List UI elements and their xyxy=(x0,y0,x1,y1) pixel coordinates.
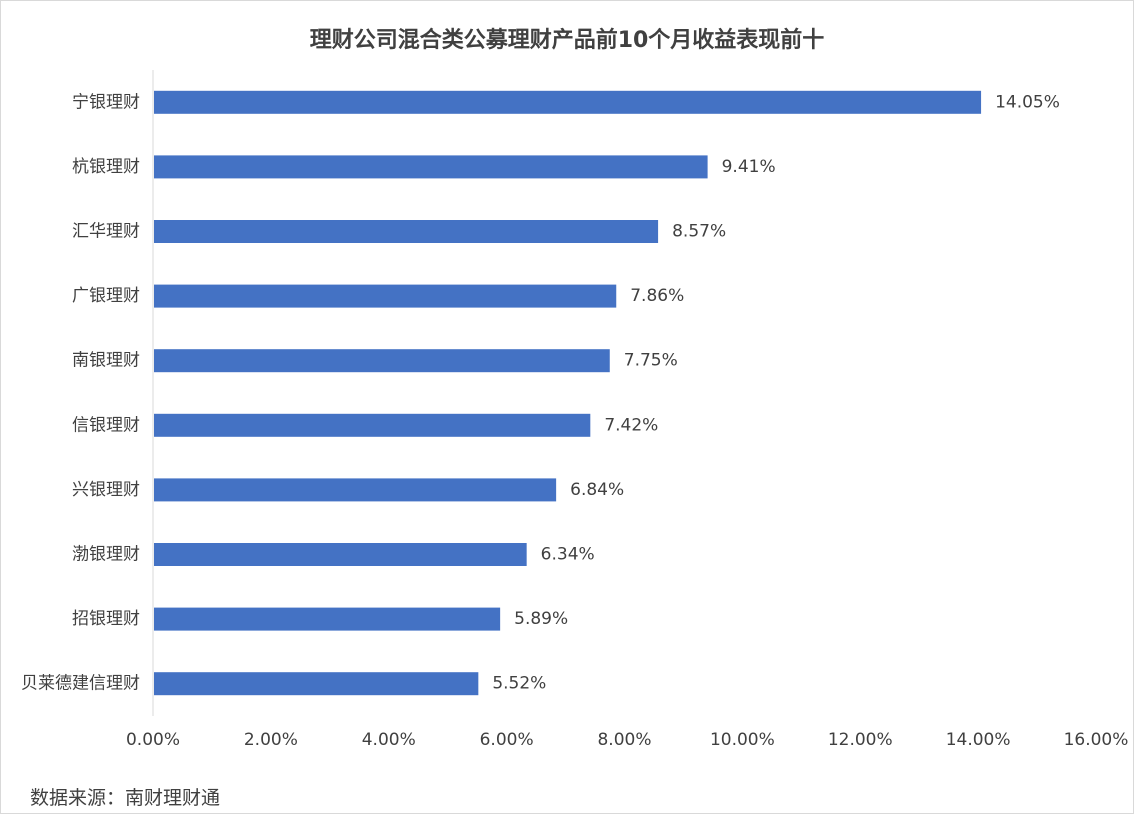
source-note: 数据来源：南财理财通 xyxy=(30,787,221,809)
category-label: 信银理财 xyxy=(72,415,140,435)
bar-6 xyxy=(154,478,557,502)
bar-1 xyxy=(154,155,708,179)
x-tick-label: 8.00% xyxy=(597,730,651,750)
bar-3 xyxy=(154,284,617,308)
value-label: 6.34% xyxy=(541,545,595,565)
category-label: 招银理财 xyxy=(72,609,140,629)
bar-0 xyxy=(154,90,982,114)
value-labels-group: 14.05% 9.41% 8.57% 7.86% 7.75% 7.42% 6.84% 6.34… xyxy=(492,92,1060,693)
category-label: 南银理财 xyxy=(72,351,140,371)
value-label: 7.42% xyxy=(604,415,658,435)
x-tick-label: 14.00% xyxy=(946,730,1011,750)
category-label: 广银理财 xyxy=(72,286,140,306)
x-tick-labels-group: 0.00% 2.00% 4.00% 6.00% 8.00% 10.00% 12.00% 14.… xyxy=(126,730,1128,750)
chart-title: 理财公司混合类公募理财产品前10个月收益表现前十 xyxy=(309,28,825,53)
category-label: 汇华理财 xyxy=(72,222,140,242)
x-tick-label: 0.00% xyxy=(126,730,180,750)
x-tick-label: 2.00% xyxy=(244,730,298,750)
value-label: 7.75% xyxy=(624,351,678,371)
category-label: 贝莱德建信理财 xyxy=(21,674,140,694)
x-tick-label: 10.00% xyxy=(710,730,775,750)
value-label: 8.57% xyxy=(672,222,726,242)
value-label: 5.52% xyxy=(492,674,546,694)
bar-9 xyxy=(154,672,479,696)
category-label: 渤银理财 xyxy=(72,545,140,565)
value-label: 7.86% xyxy=(630,286,684,306)
x-tick-label: 6.00% xyxy=(480,730,534,750)
category-label: 宁银理财 xyxy=(72,92,140,112)
bar-5 xyxy=(154,413,591,437)
bars-group xyxy=(154,90,982,696)
x-tick-label: 12.00% xyxy=(828,730,893,750)
category-labels-group: 宁银理财杭银理财汇华理财广银理财南银理财信银理财兴银理财渤银理财招银理财贝莱德建… xyxy=(21,92,140,693)
x-tick-label: 4.00% xyxy=(362,730,416,750)
x-tick-label: 16.00% xyxy=(1064,730,1129,750)
bar-4 xyxy=(154,349,610,373)
category-label: 杭银理财 xyxy=(72,157,140,177)
value-label: 9.41% xyxy=(722,157,776,177)
category-label: 兴银理财 xyxy=(72,480,140,500)
value-label: 5.89% xyxy=(514,609,568,629)
value-label: 6.84% xyxy=(570,480,624,500)
bar-8 xyxy=(154,607,501,631)
value-label: 14.05% xyxy=(995,92,1060,112)
bar-7 xyxy=(154,543,527,566)
bar-2 xyxy=(154,220,659,243)
